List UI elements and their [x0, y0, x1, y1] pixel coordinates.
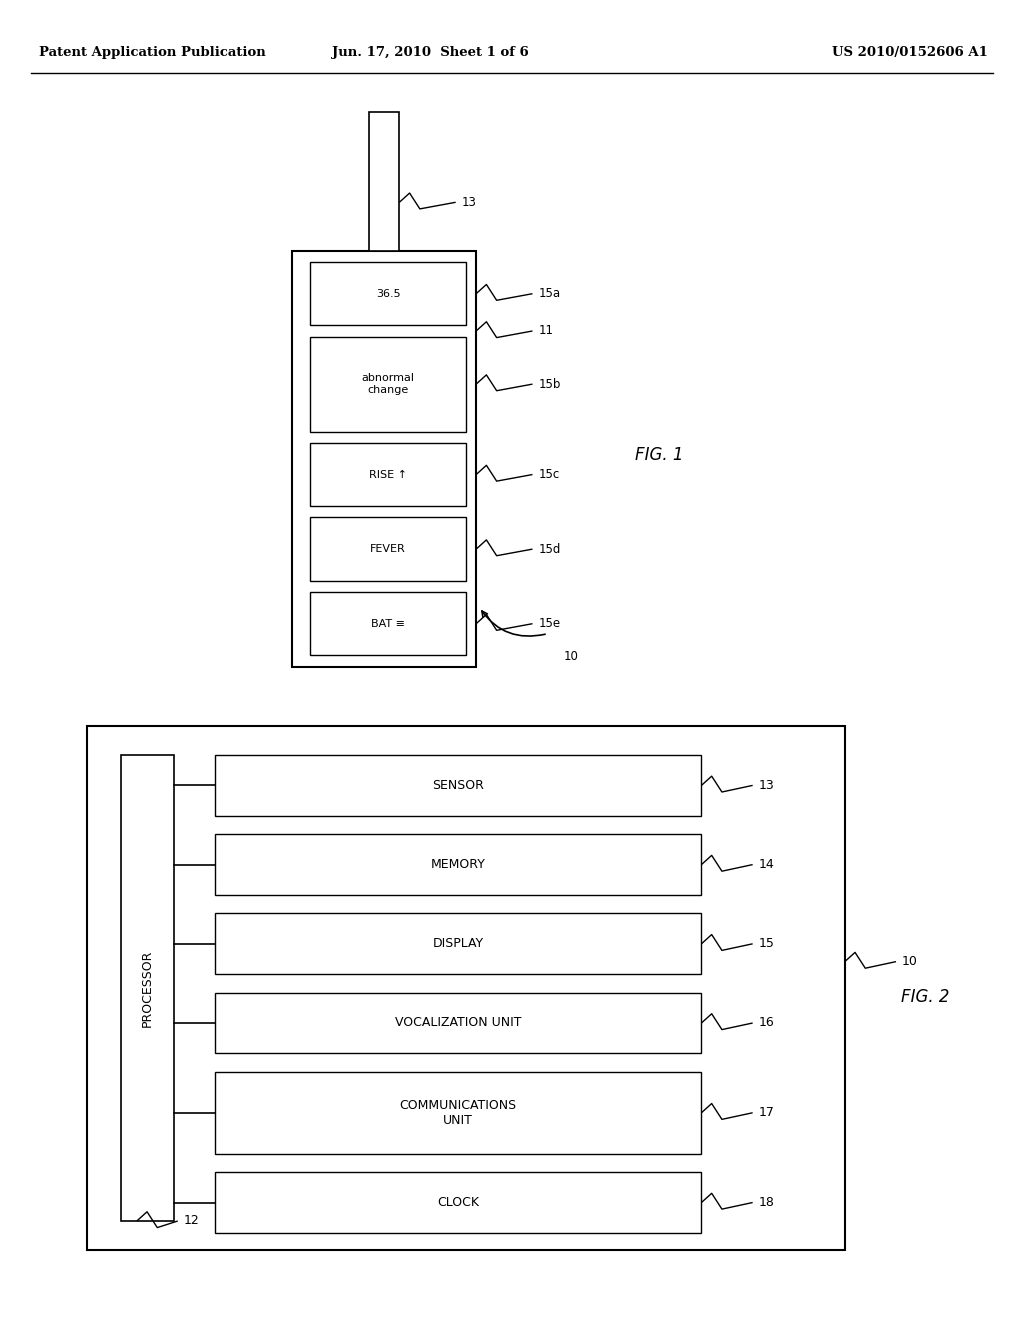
Text: 17: 17 — [759, 1106, 775, 1119]
Text: 16: 16 — [759, 1016, 774, 1030]
Text: Jun. 17, 2010  Sheet 1 of 6: Jun. 17, 2010 Sheet 1 of 6 — [332, 46, 528, 59]
Text: Patent Application Publication: Patent Application Publication — [39, 46, 265, 59]
Text: 13: 13 — [462, 195, 477, 209]
Text: CLOCK: CLOCK — [437, 1196, 479, 1209]
Text: 15b: 15b — [539, 378, 561, 391]
Text: US 2010/0152606 A1: US 2010/0152606 A1 — [833, 46, 988, 59]
Text: 18: 18 — [759, 1196, 775, 1209]
Text: 15: 15 — [759, 937, 775, 950]
Bar — [215, 1072, 701, 1154]
Bar — [310, 591, 466, 655]
Text: 10: 10 — [563, 649, 579, 663]
Text: 12: 12 — [184, 1214, 200, 1228]
Text: FIG. 2: FIG. 2 — [901, 987, 949, 1006]
Text: 15d: 15d — [539, 543, 561, 556]
Text: 13: 13 — [759, 779, 774, 792]
Text: COMMUNICATIONS
UNIT: COMMUNICATIONS UNIT — [399, 1098, 517, 1127]
Bar — [310, 337, 466, 432]
Text: abnormal
change: abnormal change — [361, 374, 415, 395]
Bar — [292, 251, 476, 667]
Bar — [310, 261, 466, 325]
Bar — [310, 517, 466, 581]
Text: DISPLAY: DISPLAY — [433, 937, 483, 950]
Text: 15a: 15a — [539, 288, 561, 300]
Bar — [87, 726, 845, 1250]
Text: RISE ↑: RISE ↑ — [369, 470, 408, 479]
Bar — [215, 834, 701, 895]
Text: 36.5: 36.5 — [376, 289, 400, 298]
Text: 15c: 15c — [539, 469, 560, 480]
Bar — [215, 755, 701, 816]
Text: 11: 11 — [539, 325, 554, 338]
Bar — [215, 913, 701, 974]
Bar — [215, 993, 701, 1053]
Text: BAT ≡: BAT ≡ — [371, 619, 406, 628]
Text: MEMORY: MEMORY — [431, 858, 485, 871]
Text: FEVER: FEVER — [371, 544, 406, 554]
Text: 14: 14 — [759, 858, 774, 871]
Text: PROCESSOR: PROCESSOR — [141, 949, 154, 1027]
Bar — [310, 442, 466, 506]
Text: 15e: 15e — [539, 618, 561, 630]
Bar — [121, 755, 174, 1221]
Text: 10: 10 — [902, 956, 919, 968]
Text: FIG. 1: FIG. 1 — [635, 446, 683, 465]
Bar — [369, 112, 399, 251]
Bar — [215, 1172, 701, 1233]
Text: VOCALIZATION UNIT: VOCALIZATION UNIT — [395, 1016, 521, 1030]
Text: SENSOR: SENSOR — [432, 779, 484, 792]
